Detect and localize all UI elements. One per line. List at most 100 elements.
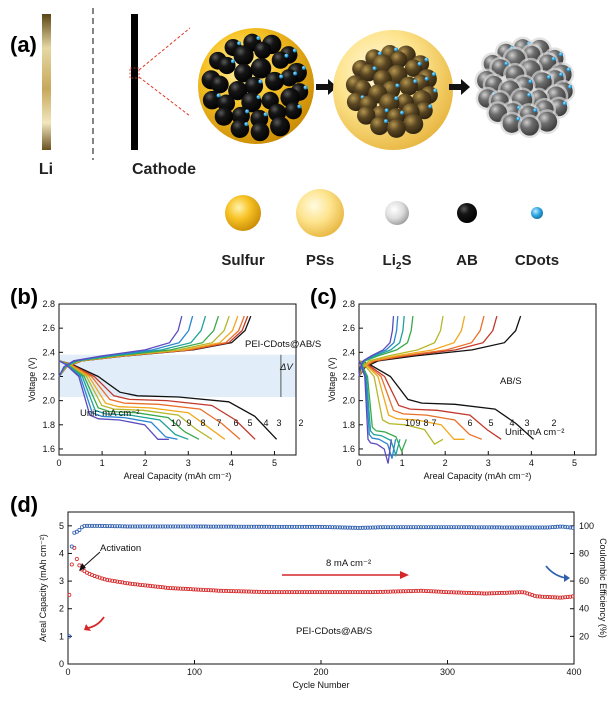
data-point xyxy=(127,581,132,586)
data-point xyxy=(393,525,398,530)
data-point xyxy=(289,590,294,595)
data-point xyxy=(373,590,378,595)
data-point xyxy=(105,524,110,529)
cdot-particle xyxy=(558,52,563,57)
data-point xyxy=(221,588,226,593)
data-point xyxy=(510,590,515,595)
rate-label: 4 xyxy=(263,418,268,428)
cdot-particle xyxy=(256,95,261,100)
cdot-particle xyxy=(216,93,221,98)
cdot-particle xyxy=(428,104,433,109)
voltage-curve-charge xyxy=(358,315,485,377)
cdot-particle xyxy=(263,112,268,117)
data-point xyxy=(312,590,317,595)
panel-d-letter: (d) xyxy=(10,492,38,517)
data-point xyxy=(282,590,287,595)
carbon-particle xyxy=(233,45,254,66)
data-point xyxy=(510,525,515,530)
x-tick-label: 3 xyxy=(486,458,491,468)
data-point xyxy=(383,589,388,594)
data-point xyxy=(284,590,289,595)
data-point xyxy=(315,590,320,595)
data-point xyxy=(193,524,198,529)
data-point xyxy=(239,524,244,529)
carbon-particle xyxy=(387,119,406,138)
data-point xyxy=(406,525,411,530)
x-tick-label: 0 xyxy=(56,458,61,468)
sulfur-ball-icon xyxy=(225,195,261,231)
data-point xyxy=(403,589,408,594)
voltage-curve-discharge xyxy=(58,360,241,440)
data-point xyxy=(444,525,449,530)
voltage-curve-discharge xyxy=(58,360,226,440)
li2s-ball-icon xyxy=(385,201,409,225)
cdot-particle xyxy=(568,84,573,89)
cdot-particle xyxy=(400,110,405,115)
data-point xyxy=(198,524,203,529)
cdot-particle xyxy=(394,96,399,101)
data-point xyxy=(487,525,492,530)
data-point xyxy=(254,589,259,594)
data-point xyxy=(545,595,550,600)
data-point xyxy=(363,590,368,595)
data-point xyxy=(499,590,504,595)
data-point xyxy=(208,588,213,593)
data-point xyxy=(358,525,363,530)
data-point xyxy=(436,589,441,594)
data-point xyxy=(464,590,469,595)
x-axis-label: Areal Capacity (mAh cm⁻²) xyxy=(424,471,532,481)
data-point xyxy=(300,590,305,595)
data-point xyxy=(208,524,213,529)
data-point xyxy=(434,525,439,530)
voltage-curve-discharge xyxy=(358,360,483,440)
panel-a-letter: (a) xyxy=(10,32,37,57)
cdot-particle xyxy=(372,66,377,71)
data-point xyxy=(429,525,434,530)
cdot-particle xyxy=(297,104,302,109)
rate-label: 3 xyxy=(276,418,281,428)
carbon-particle xyxy=(372,54,393,75)
data-point xyxy=(231,589,236,594)
data-point xyxy=(246,589,251,594)
data-point xyxy=(461,525,466,530)
data-point xyxy=(386,589,391,594)
cathode-label: Cathode xyxy=(132,161,196,178)
panel-c-letter: (c) xyxy=(310,284,337,309)
chart-c-annotation: AB/S xyxy=(500,376,522,387)
data-point xyxy=(517,525,522,530)
data-point xyxy=(102,524,107,529)
data-point xyxy=(186,524,191,529)
polysulfide-ball-icon xyxy=(296,189,344,237)
data-point xyxy=(525,525,530,530)
data-point xyxy=(522,525,527,530)
data-point xyxy=(302,524,307,529)
rate-label: 7 xyxy=(216,418,221,428)
data-point xyxy=(426,525,431,530)
data-point xyxy=(322,590,327,595)
data-point xyxy=(570,525,575,530)
data-point xyxy=(502,525,507,530)
y-tick-label: 1.6 xyxy=(42,444,55,454)
rate-label: 6 xyxy=(233,418,238,428)
data-point xyxy=(355,525,360,530)
data-point xyxy=(320,524,325,529)
carbon-particle xyxy=(270,116,290,137)
y-tick-label: 2.4 xyxy=(342,347,355,357)
data-point xyxy=(145,524,150,529)
data-point xyxy=(140,583,145,588)
x-axis-label: Areal Capacity (mAh cm⁻²) xyxy=(124,471,232,481)
data-point xyxy=(302,590,307,595)
chart-b-delta-v: ΔV xyxy=(279,362,294,373)
data-point xyxy=(133,524,138,529)
y2-tick-label: 20 xyxy=(579,631,589,641)
legend-sulfur: Sulfur xyxy=(221,195,265,269)
y-tick-label: 1.8 xyxy=(42,420,55,430)
data-point xyxy=(497,591,502,596)
data-point xyxy=(370,525,375,530)
data-point xyxy=(140,524,145,529)
y2-axis-label: Coulombic Efficiency (%) xyxy=(598,538,608,638)
carbon-particle xyxy=(357,106,376,125)
data-point xyxy=(568,525,573,530)
